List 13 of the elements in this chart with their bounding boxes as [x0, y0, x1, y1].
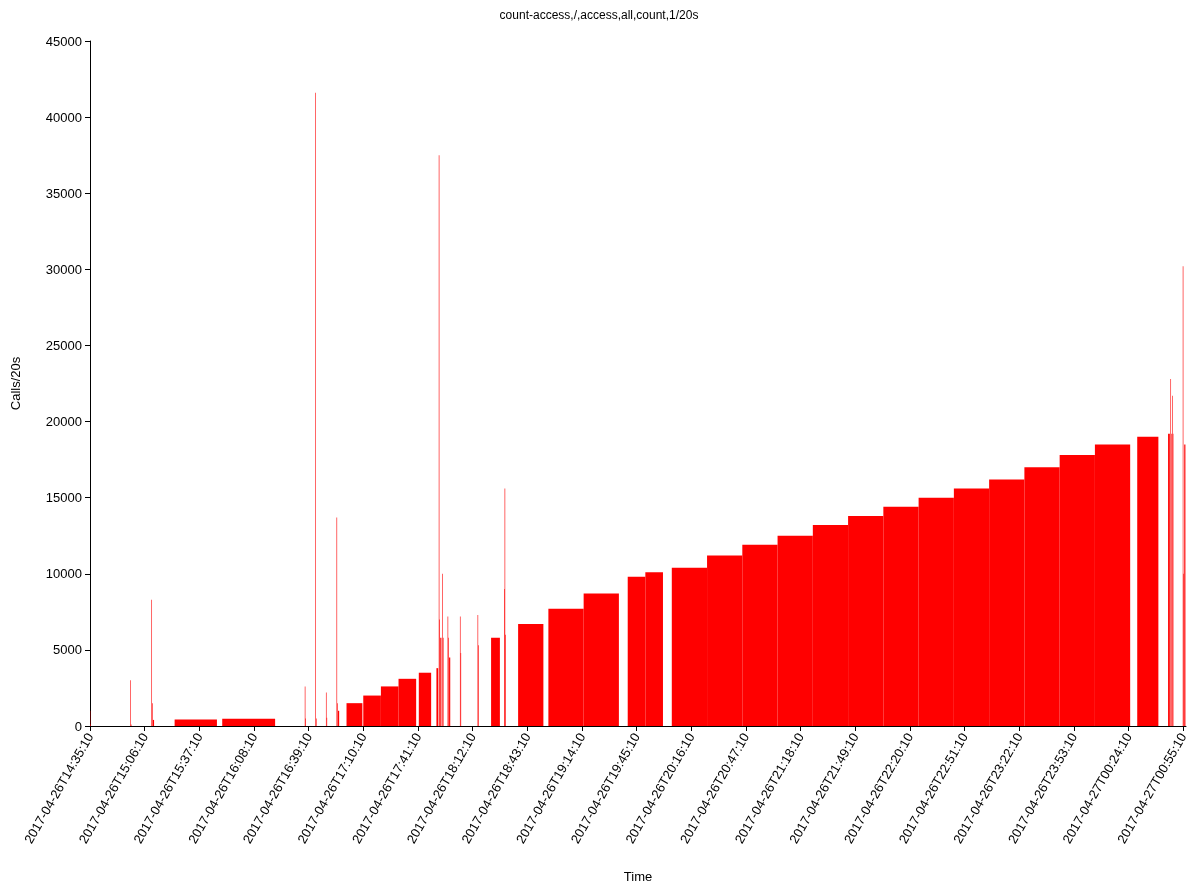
y-tick-label: 10000	[45, 566, 82, 582]
y-tick-label: 35000	[45, 185, 82, 201]
y-tick-label: 0	[74, 718, 82, 734]
y-tick-label: 45000	[45, 33, 82, 49]
y-tick-label: 15000	[45, 490, 82, 506]
y-tick-label: 5000	[53, 642, 82, 658]
y-tick-label: 40000	[45, 109, 82, 125]
y-tick-label: 25000	[45, 337, 82, 353]
chart-title: count-access,/,access,all,count,1/20s	[499, 8, 699, 22]
y-tick-label: 20000	[45, 414, 82, 430]
y-axis-title: Calls/20s	[8, 356, 23, 411]
y-tick-label: 30000	[45, 261, 82, 277]
x-axis-title: Time	[623, 869, 653, 884]
